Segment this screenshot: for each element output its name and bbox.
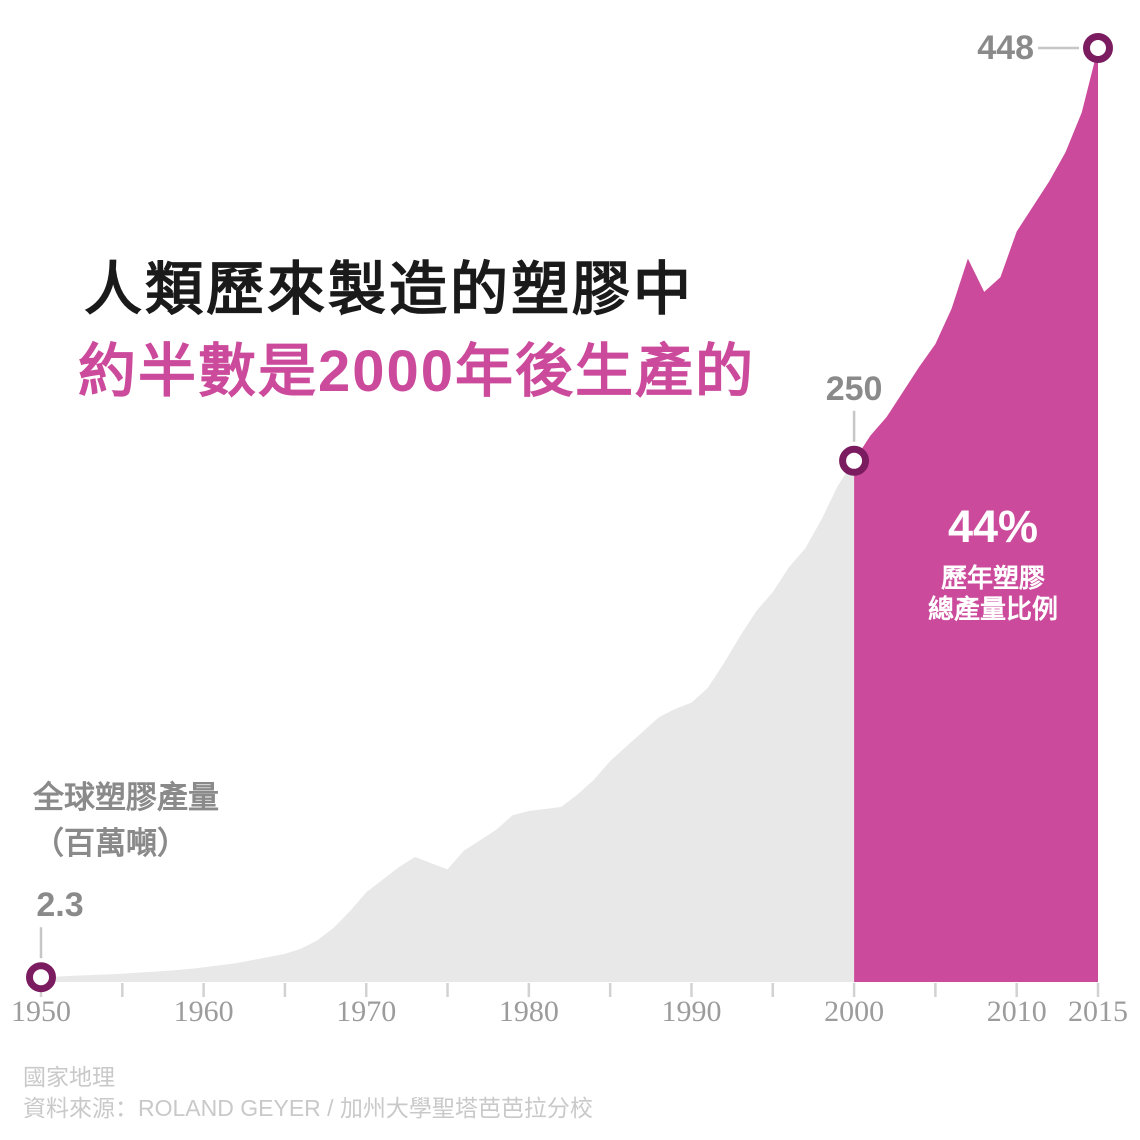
x-axis-label-2015: 2015 [1068, 995, 1128, 1028]
ring-marker-1950 [26, 962, 56, 993]
x-axis-label-1970: 1970 [336, 995, 397, 1028]
x-axis-label-2000: 2000 [824, 995, 885, 1028]
x-axis-label-1960: 1960 [173, 995, 234, 1028]
ring-marker-2000 [839, 445, 870, 476]
footer: 國家地理 資料來源：ROLAND GEYER / 加州大學聖塔芭芭拉分校 [23, 1062, 593, 1124]
title-line-2: 約半數是2000年後生產的 [78, 339, 756, 404]
share-annotation: 44% 歷年塑膠 總產量比例 [928, 503, 1058, 625]
x-axis-label-1950: 1950 [11, 995, 71, 1028]
value-label-2015: 448 [977, 29, 1034, 67]
value-label-2000: 250 [825, 369, 883, 408]
value-label-1950: 2.3 [36, 886, 84, 925]
share-caption: 歷年塑膠 總產量比例 [928, 563, 1058, 625]
data-point-ring-markers [26, 33, 1113, 993]
share-percentage: 44% [947, 501, 1039, 552]
x-axis-label-2010: 2010 [986, 995, 1047, 1028]
x-axis-ticks [39, 983, 1100, 997]
x-axis-label-1990: 1990 [661, 995, 722, 1028]
area-after-2000 [854, 48, 1098, 982]
y-axis-label-line-2: （百萬噸） [33, 826, 188, 861]
ring-marker-2015 [1083, 33, 1113, 63]
annotation-connector-lines [39, 46, 1079, 959]
share-caption-line-2: 總產量比例 [927, 594, 1059, 624]
area-before-2000 [41, 460, 855, 982]
y-axis-label: 全球塑膠產量 （百萬噸） [33, 775, 219, 867]
share-caption-line-1: 歷年塑膠 [940, 563, 1046, 593]
footer-credit: 國家地理 [23, 1064, 115, 1090]
y-axis-label-line-1: 全球塑膠產量 [33, 780, 219, 815]
footer-source: 資料來源：ROLAND GEYER / 加州大學聖塔芭芭拉分校 [23, 1095, 593, 1121]
x-axis-label-1980: 1980 [498, 995, 559, 1028]
title-line-1: 人類歷來製造的塑膠中 [84, 257, 695, 322]
